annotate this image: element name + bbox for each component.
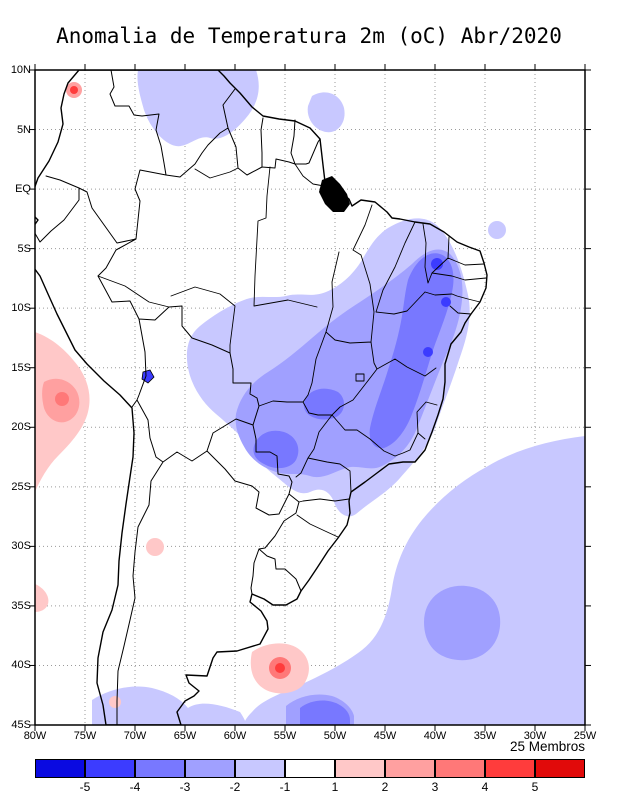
lat-tick-label: 35S [11,599,31,612]
anomaly-darkest-spot [441,297,451,307]
lat-tick-label: EQ [15,183,31,196]
lat-tick-label: 10S [11,302,31,315]
colorbar [35,759,585,778]
anomaly-dark-mato-grosso-sul [253,430,299,469]
lon-tick-label: 55W [273,730,297,742]
anomaly-region-north-venezuela [137,70,259,147]
colorbar-cell [185,759,235,778]
lat-tick-label: 10N [10,64,31,76]
colorbar-tick-label: 4 [481,780,489,794]
lon-tick-label: 35W [473,730,497,742]
anomaly-darkest-spot [431,258,443,270]
lat-tick-label: 30S [11,540,31,553]
colorbar-cell [235,759,285,778]
anomaly-warm-colombia-core [70,86,78,94]
lat-tick-label: 45S [11,719,31,731]
colorbar-cell [285,759,335,778]
anomaly-core-atlantic [424,585,501,661]
anomaly-warm-patagonia-spot [109,696,121,708]
colorbar-cell [335,759,385,778]
anomaly-warm-peru-inner [55,392,69,406]
negative-anomaly-darkest-spots [423,258,451,357]
lat-tick-label: 25S [11,480,31,493]
lat-tick-label: 5S [17,242,31,255]
colorbar-labels: -5 -4 -3 -2 -1 1 2 3 4 5 [35,780,585,796]
anomaly-dark-northeast-band [369,253,454,449]
anomaly-region-south-atlantic [244,436,585,725]
lat-tick-label: 20S [11,421,31,434]
colorbar-tick-label: 2 [381,780,389,794]
colorbar-tick-label: -2 [229,780,241,794]
colorbar-cell [35,759,85,778]
lon-tick-label: 40W [423,730,447,742]
axis-tick-marks [29,64,591,731]
lon-tick-label: 45W [373,730,397,742]
anomaly-warm-argentina-inner [275,663,285,673]
marajo-island [319,176,350,212]
anomaly-dark-bottom [300,700,350,725]
anomaly-dark-goias [303,388,344,420]
lon-tick-label: 30W [523,730,547,742]
colorbar-tick-label: -5 [79,780,91,794]
anomaly-region-patagonia [92,686,246,725]
lat-tick-label: 15S [11,361,31,374]
lon-tick-label: 70W [123,730,147,742]
anomaly-region-guyana [307,92,345,133]
lon-tick-label: 25W [573,730,597,742]
lon-tick-label: 60W [223,730,247,742]
negative-anomaly-dark-regions [253,253,454,725]
lon-tick-label: 50W [323,730,347,742]
colorbar-cell [85,759,135,778]
page-title: Anomalia de Temperatura 2m (oC) Abr/2020 [56,24,562,48]
colorbar-tick-label: 5 [531,780,539,794]
brazil-state-borders [97,163,487,538]
plot-frame [34,69,586,726]
colorbar-cell [135,759,185,778]
ensemble-members-label: 25 Membros [509,739,585,754]
positive-anomaly-regions [35,82,309,708]
colorbar-tick-label: -4 [129,780,141,794]
lat-tick-label: 5N [16,123,31,136]
colorbar-tick-label: -1 [279,780,291,794]
colorbar-tick-label: 3 [431,780,439,794]
lon-tick-label: 65W [173,730,197,742]
colorbar-tick-label: -3 [179,780,191,794]
anomaly-warm-left-edge-spot [35,584,49,612]
colorbar-tick-label: 1 [331,780,339,794]
lon-tick-label: 80W [23,730,47,742]
lat-tick-label: 40S [11,659,31,672]
anomaly-darkest-spot [423,347,433,357]
colorbar-cell [485,759,535,778]
lon-tick-label: 75W [73,730,97,742]
colorbar-cell [435,759,485,778]
anomaly-warm-andes-spot [146,538,164,556]
colorbar-cell [385,759,435,778]
anomaly-dot-offshore-ne [488,221,506,239]
colorbar-cell [535,759,585,778]
south-america-coastline [35,70,488,725]
